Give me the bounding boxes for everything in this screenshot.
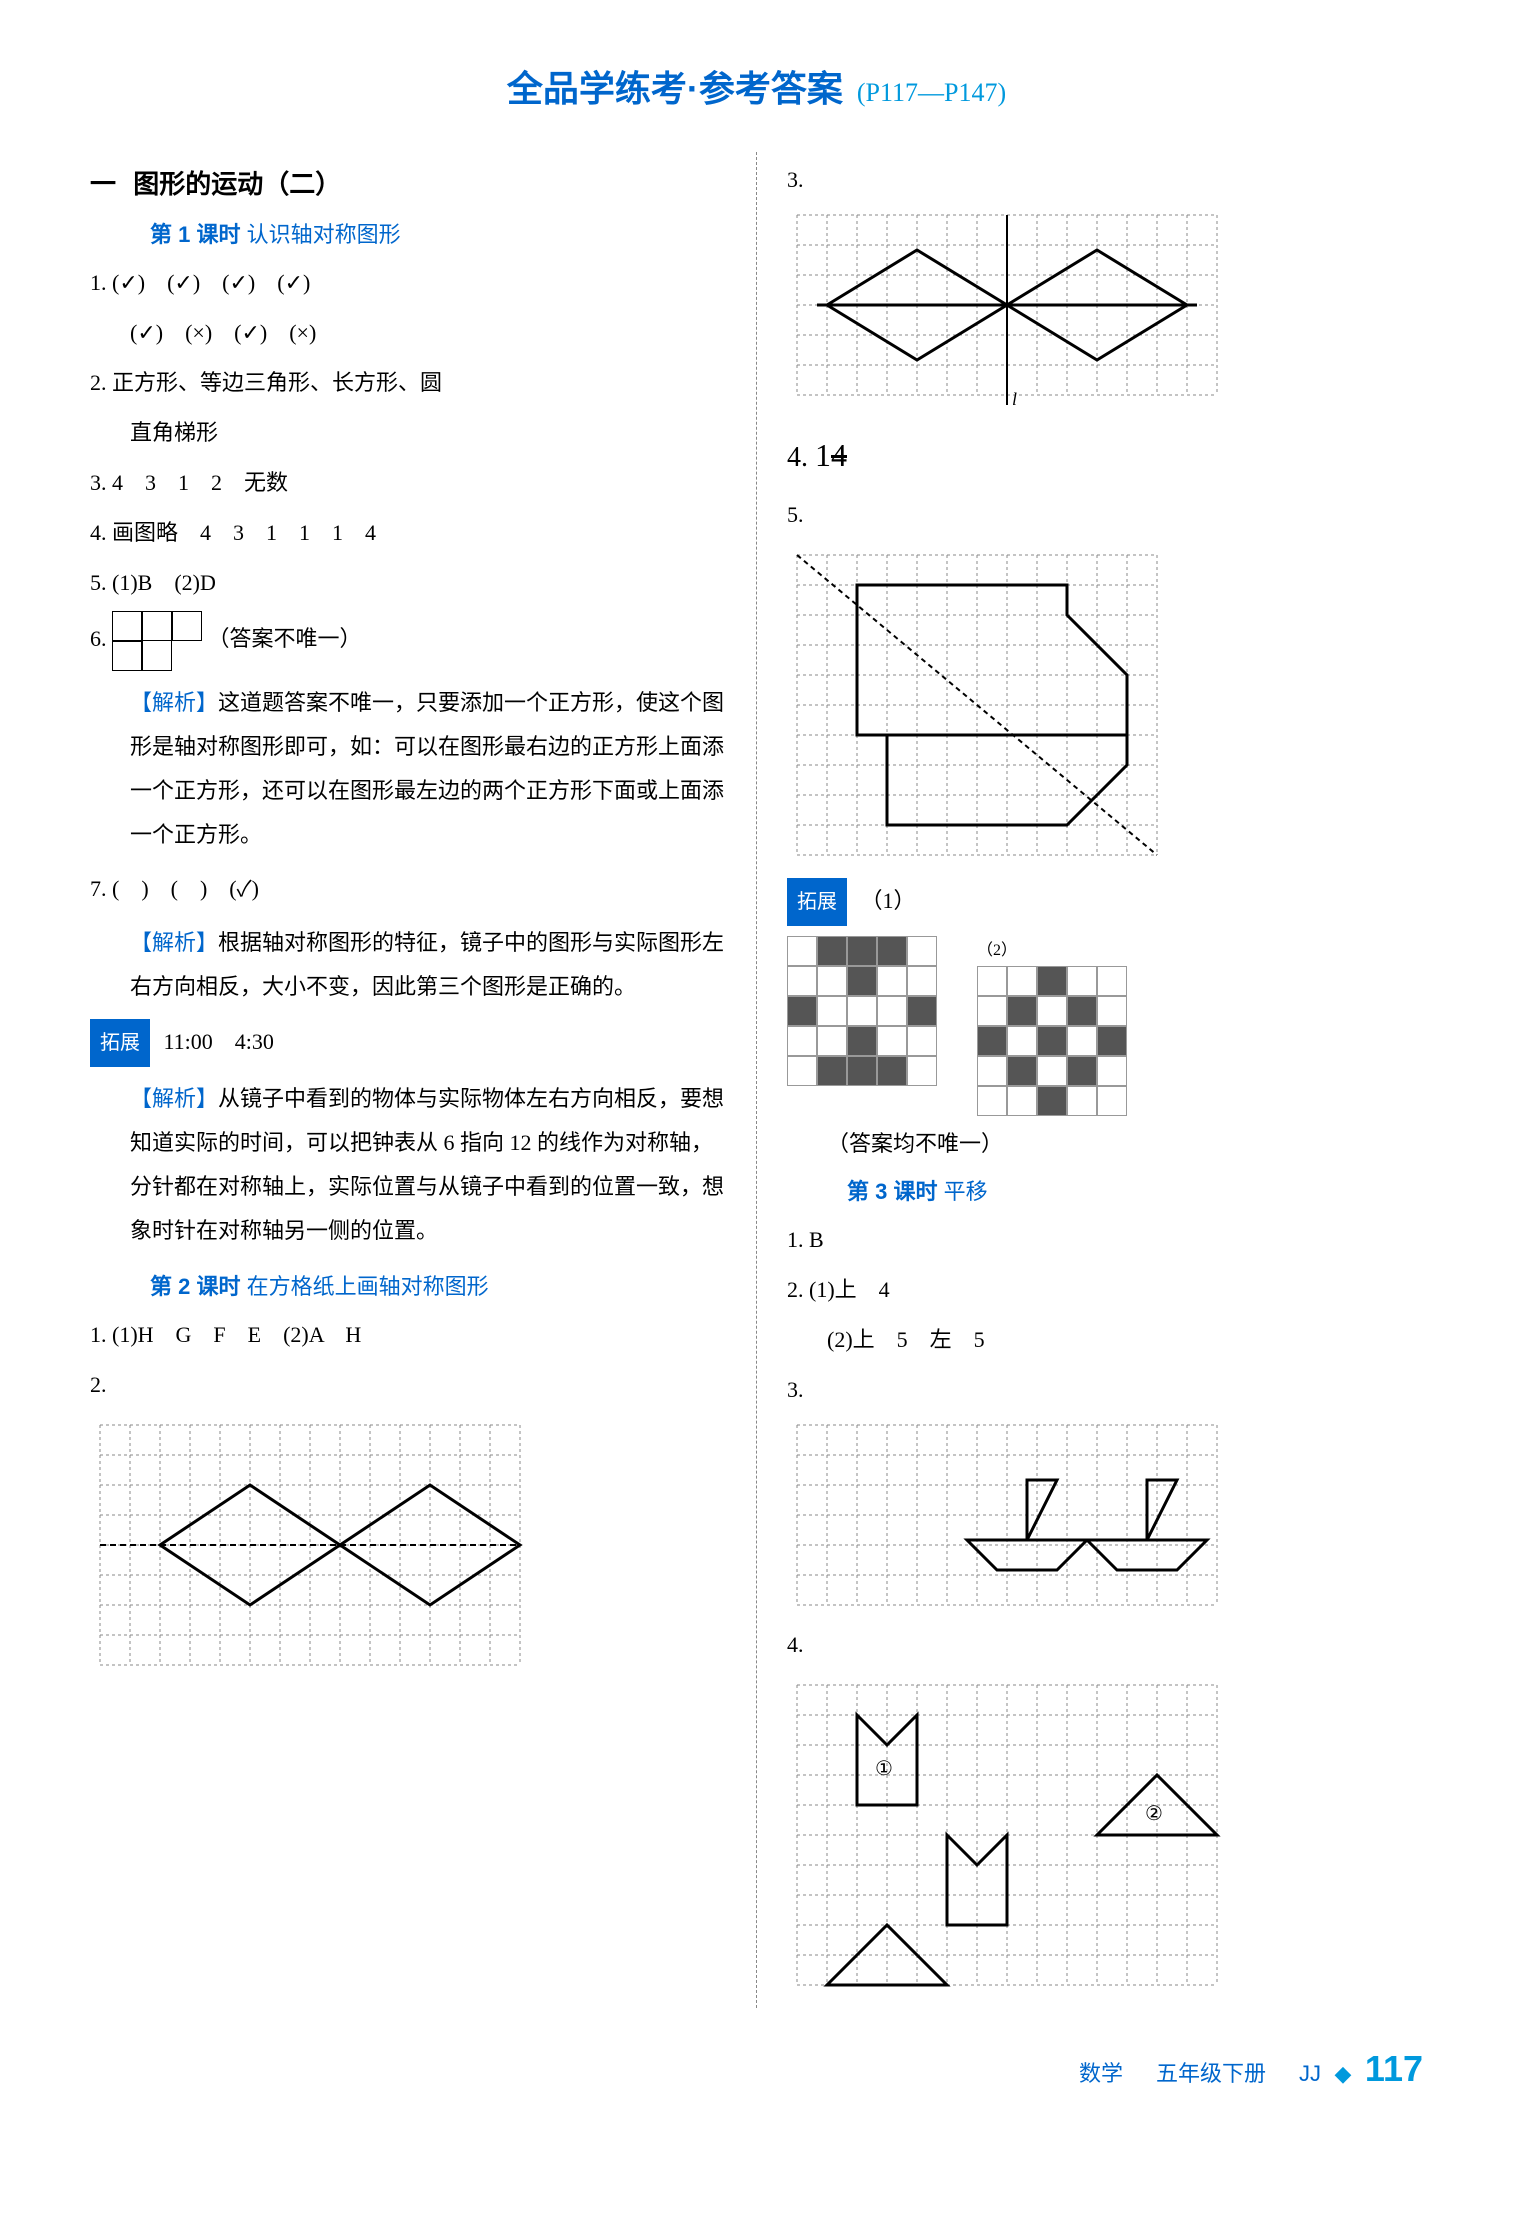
- l1-q7: 7. ( ) ( ) (✓): [90, 867, 726, 911]
- ext-label: 拓展: [90, 1019, 150, 1067]
- svg-text:l: l: [1012, 389, 1017, 409]
- right-column: 3. l 4. 14 5. 拓展 （1）: [787, 152, 1423, 2008]
- l2-q2-diagram: [90, 1415, 726, 1680]
- l2-q4: 4. 14: [787, 423, 1423, 487]
- header-title: 全品学练考·参考答案: [507, 68, 843, 109]
- svg-text:①: ①: [875, 1758, 893, 1780]
- section-dash: 一: [90, 169, 116, 199]
- l3-q3-diagram: [787, 1420, 1423, 1615]
- l2-q2-svg: [90, 1415, 530, 1675]
- l3-q1: 1. B: [787, 1218, 1423, 1262]
- ext-grid-2-wrap: （2）: [977, 936, 1127, 1116]
- footer-code: JJ: [1299, 2061, 1321, 2086]
- ext-grids: （2）: [787, 936, 1423, 1116]
- l1-q6-prefix: 6.: [90, 626, 107, 651]
- l2-q2-label: 2.: [90, 1363, 726, 1407]
- page-header: 全品学练考·参考答案 (P117—P147): [90, 60, 1423, 112]
- l3-q3-svg: [787, 1420, 1227, 1610]
- l3-q4-diagram: ① ②: [787, 1675, 1423, 2000]
- l1-q4: 4. 画图略 4 3 1 1 1 4: [90, 511, 726, 555]
- lesson-title-text: 平移: [944, 1179, 988, 1204]
- lesson-3-title: 第 3 课时 平移: [847, 1174, 1423, 1206]
- l2-q5-svg: [787, 545, 1167, 865]
- section-title-text: 图形的运动（二）: [133, 169, 341, 199]
- ext-label: 拓展: [787, 878, 847, 926]
- l1-q2-line1: 2. 正方形、等边三角形、长方形、圆: [90, 361, 726, 405]
- header-pages: (P117—P147): [857, 78, 1006, 107]
- l2-q3-diagram: l: [787, 210, 1423, 415]
- lesson-num: 第 1 课时: [150, 222, 240, 247]
- footer-diamond-icon: ◆: [1335, 2061, 1352, 2086]
- ext-grid-2: [977, 966, 1127, 1116]
- l2-ext-row: 拓展 （1）: [787, 878, 1423, 926]
- lesson-num: 第 3 课时: [847, 1179, 937, 1204]
- l2-q5-diagram: [787, 545, 1423, 870]
- l1-q2-line2: 直角梯形: [130, 411, 726, 455]
- l1-q6-note: （答案不唯一）: [208, 626, 362, 651]
- lesson-num: 第 2 课时: [150, 1274, 240, 1299]
- section-1-title: 一 图形的运动（二）: [90, 164, 726, 201]
- ext-grid-1: [787, 936, 937, 1086]
- lesson-2-title: 第 2 课时 在方格纸上画轴对称图形: [150, 1269, 726, 1301]
- exp-label: 【解析】: [130, 1086, 218, 1111]
- l3-q2-line1: 2. (1)上 4: [787, 1268, 1423, 1312]
- l2-q3-label: 3.: [787, 158, 1423, 202]
- l2-q3-svg: l: [787, 210, 1227, 410]
- exp-text: 根据轴对称图形的特征，镜子中的图形与实际图形左右方向相反，大小不变，因此第三个图…: [130, 930, 724, 999]
- l2-ext-note: （答案均不唯一）: [827, 1126, 1423, 1158]
- l3-q4-label: 4.: [787, 1623, 1423, 1667]
- l3-q3-label: 3.: [787, 1368, 1423, 1412]
- exp-label: 【解析】: [130, 930, 218, 955]
- exp-label: 【解析】: [130, 690, 218, 715]
- footer-grade: 五年级下册: [1156, 2061, 1266, 2086]
- l1-q6: 6. （答案不唯一）: [90, 611, 726, 671]
- ext-2-label: （2）: [977, 942, 1017, 959]
- page-footer: 数学 五年级下册 JJ ◆ 117: [90, 2048, 1423, 2090]
- left-column: 一 图形的运动（二） 第 1 课时 认识轴对称图形 1. (✓) (✓) (✓)…: [90, 152, 726, 2008]
- l1-q6-explanation: 【解析】这道题答案不唯一，只要添加一个正方形，使这个图形是轴对称图形即可，如：可…: [130, 681, 726, 857]
- lesson-title-text: 认识轴对称图形: [247, 222, 401, 247]
- svg-text:②: ②: [1145, 1803, 1163, 1825]
- exp-text: 从镜子中看到的物体与实际物体左右方向相反，要想知道实际的时间，可以把钟表从 6 …: [130, 1086, 724, 1243]
- l2-q1: 1. (1)H G F E (2)A H: [90, 1313, 726, 1357]
- exp-text: 这道题答案不唯一，只要添加一个正方形，使这个图形是轴对称图形即可，如：可以在图形…: [130, 690, 724, 847]
- l1-q3: 3. 4 3 1 2 无数: [90, 461, 726, 505]
- l3-q4-svg: ① ②: [787, 1675, 1227, 1995]
- l1-q1-line2: (✓) (×) (✓) (×): [130, 311, 726, 355]
- l1-q5: 5. (1)B (2)D: [90, 561, 726, 605]
- l1-q1-line1: 1. (✓) (✓) (✓) (✓): [90, 261, 726, 305]
- l1-ext-explanation: 【解析】从镜子中看到的物体与实际物体左右方向相反，要想知道实际的时间，可以把钟表…: [130, 1077, 726, 1253]
- column-divider: [756, 152, 757, 2008]
- lesson-1-title: 第 1 课时 认识轴对称图形: [150, 217, 726, 249]
- ext-grid-1-wrap: [787, 936, 937, 1086]
- l1-ext: 拓展 11:00 4:30: [90, 1019, 726, 1067]
- ext-text: 11:00 4:30: [164, 1029, 274, 1054]
- ext-1-label: （1）: [861, 888, 916, 913]
- footer-pagenum: 117: [1365, 2048, 1423, 2089]
- lesson-title-text: 在方格纸上画轴对称图形: [247, 1274, 489, 1299]
- l2-q5-label: 5.: [787, 493, 1423, 537]
- l1-q7-explanation: 【解析】根据轴对称图形的特征，镜子中的图形与实际图形左右方向相反，大小不变，因此…: [130, 921, 726, 1009]
- l3-q2-line2: (2)上 5 左 5: [827, 1318, 1423, 1362]
- footer-subject: 数学: [1079, 2061, 1123, 2086]
- l1-q6-grid: [112, 611, 202, 671]
- content-columns: 一 图形的运动（二） 第 1 课时 认识轴对称图形 1. (✓) (✓) (✓)…: [90, 152, 1423, 2008]
